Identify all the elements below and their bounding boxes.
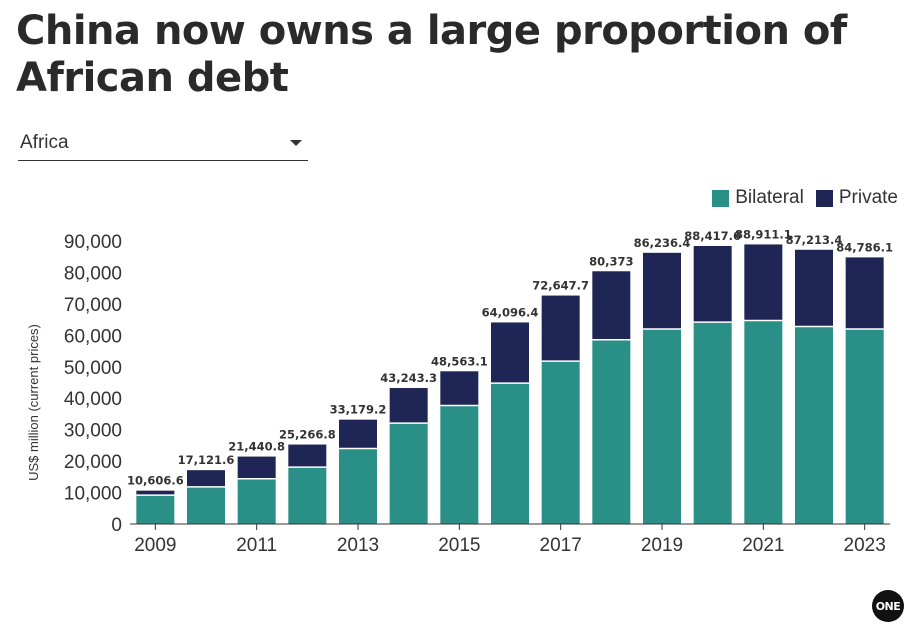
bar-bilateral: [136, 495, 175, 524]
x-tick-label: 2019: [641, 535, 683, 556]
y-axis-label: US$ million (current prices): [26, 324, 41, 481]
bar-private: [187, 470, 225, 487]
bar-bilateral: [339, 448, 377, 524]
x-tick-label: 2011: [236, 535, 277, 556]
bar-total-label: 88,911.1: [735, 227, 792, 241]
bar-bilateral: [592, 339, 631, 524]
bar-total-label: 21,440.8: [228, 440, 285, 454]
x-tick-label: 2021: [742, 535, 784, 556]
y-tick-label: 10,000: [64, 484, 122, 505]
bar-total-label: 86,236.4: [634, 236, 691, 250]
bar-bilateral: [693, 322, 732, 524]
one-logo: ONE: [872, 590, 904, 622]
x-tick-label: 2015: [438, 535, 480, 556]
bar-bilateral: [237, 478, 276, 524]
region-dropdown[interactable]: Africa: [18, 128, 308, 161]
bar-total-label: 17,121.6: [178, 453, 235, 467]
bar-private: [693, 245, 732, 323]
bar-total-label: 80,373: [589, 254, 633, 268]
legend-swatch-private: [815, 189, 833, 207]
bar-private: [288, 444, 327, 468]
region-dropdown-value: Africa: [20, 132, 69, 153]
bar-total-label: 25,266.8: [279, 428, 336, 442]
bar-private: [491, 322, 529, 384]
bar-private: [643, 252, 681, 330]
bar-private: [744, 244, 783, 321]
y-tick-label: 30,000: [64, 421, 122, 442]
x-tick-label: 2013: [337, 535, 379, 556]
bar-private: [795, 249, 833, 327]
y-tick-label: 0: [111, 515, 122, 536]
bar-bilateral: [795, 326, 833, 524]
y-tick-label: 80,000: [64, 263, 122, 284]
y-tick-label: 20,000: [64, 452, 122, 473]
legend-label-private: Private: [838, 187, 898, 208]
bar-private: [440, 371, 479, 406]
x-tick-label: 2023: [844, 535, 886, 556]
bar-total-label: 87,213.4: [786, 233, 843, 247]
bar-total-label: 43,243.3: [380, 371, 437, 385]
bar-bilateral: [643, 329, 681, 524]
chevron-down-icon[interactable]: [290, 140, 302, 146]
x-tick-label: 2017: [540, 535, 582, 556]
bar-bilateral: [491, 383, 529, 524]
chart-legend: Bilateral Private: [700, 187, 898, 209]
bar-private: [845, 257, 884, 330]
bar-private: [136, 490, 175, 496]
bar-total-label: 64,096.4: [482, 305, 539, 319]
legend-swatch-bilateral: [712, 189, 730, 207]
x-tick-label: 2009: [134, 535, 176, 556]
bar-private: [389, 388, 428, 424]
page-title: China now owns a large proportion of Afr…: [16, 8, 847, 101]
y-tick-label: 40,000: [64, 389, 122, 410]
bar-bilateral: [440, 405, 479, 524]
bar-total-label: 84,786.1: [836, 240, 893, 254]
bar-bilateral: [541, 361, 580, 524]
bar-bilateral: [389, 423, 428, 524]
y-tick-label: 90,000: [64, 232, 122, 253]
legend-item-bilateral: Bilateral: [712, 187, 804, 209]
bar-bilateral: [744, 320, 783, 524]
bar-total-label: 88,417.6: [684, 229, 741, 243]
bar-private: [592, 271, 631, 340]
y-tick-label: 70,000: [64, 295, 122, 316]
bar-total-label: 48,563.1: [431, 354, 488, 368]
bar-bilateral: [845, 329, 884, 524]
bar-private: [339, 419, 377, 449]
bar-total-label: 10,606.6: [127, 474, 184, 488]
y-tick-label: 60,000: [64, 326, 122, 347]
bar-bilateral: [288, 467, 327, 524]
bar-total-label: 33,179.2: [330, 403, 387, 417]
legend-item-private: Private: [815, 187, 898, 209]
bar-private: [237, 456, 276, 479]
bar-bilateral: [187, 486, 225, 524]
legend-label-bilateral: Bilateral: [735, 187, 804, 208]
y-tick-label: 50,000: [64, 358, 122, 379]
bar-total-label: 72,647.7: [532, 279, 589, 293]
bar-private: [541, 295, 580, 362]
